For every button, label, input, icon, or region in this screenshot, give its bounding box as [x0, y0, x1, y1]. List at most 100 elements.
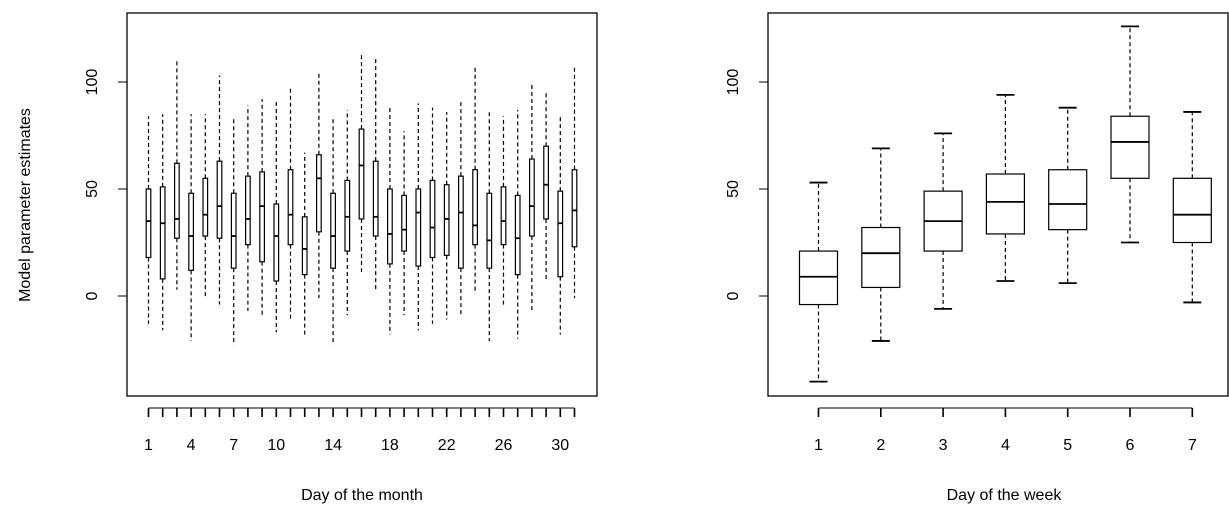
iqr-box [344, 179, 351, 252]
box-series [798, 25, 1212, 383]
iqr-box [188, 192, 195, 271]
iqr-box [571, 169, 578, 248]
y-tick-label: 0 [725, 291, 742, 300]
y-axis-label: Model parameter estimates [17, 108, 34, 302]
box-2 [159, 114, 166, 331]
y-axis: 0 50 100 [84, 69, 128, 300]
y-tick-label: 50 [84, 180, 101, 198]
iqr-box [174, 162, 180, 239]
iqr-box [273, 203, 280, 282]
x-tick-label: 4 [1001, 437, 1010, 454]
box-11 [287, 88, 294, 320]
box-7 [1172, 111, 1212, 304]
iqr-box [301, 216, 308, 276]
iqr-box [358, 128, 365, 220]
box-21 [429, 107, 436, 324]
x-tick-label: 6 [1126, 437, 1135, 454]
x-tick-label: 1 [144, 437, 153, 454]
iqr-box [443, 184, 450, 256]
box-31 [571, 64, 578, 299]
box-17 [372, 56, 379, 290]
box-10 [273, 99, 280, 333]
x-tick-label: 14 [324, 437, 342, 454]
box-30 [557, 116, 564, 335]
x-tick-label: 10 [267, 437, 285, 454]
box-15 [344, 109, 351, 316]
y-tick-label: 100 [84, 69, 101, 96]
box-13 [316, 71, 322, 299]
box-5 [1048, 106, 1088, 285]
iqr-box [202, 177, 209, 237]
panel-day-of-week: 0 50 100 1 2 3 4 5 6 7 Day of the week [725, 12, 1229, 504]
iqr-box [798, 250, 839, 306]
iqr-box [1110, 115, 1150, 179]
x-tick-label: 30 [551, 437, 569, 454]
box-16 [358, 54, 365, 275]
box-25 [486, 111, 493, 341]
x-tick-label: 2 [876, 437, 885, 454]
iqr-box [316, 154, 322, 233]
iqr-box [458, 175, 464, 269]
box-18 [387, 107, 393, 335]
iqr-box [245, 175, 251, 246]
box-14 [330, 116, 336, 346]
iqr-box [1048, 169, 1088, 231]
iqr-box [287, 169, 294, 246]
y-tick-label: 50 [725, 180, 742, 198]
x-tick-label: 7 [229, 437, 238, 454]
box-7 [230, 116, 237, 346]
box-4 [188, 114, 195, 341]
box-2 [861, 147, 901, 342]
box-26 [500, 116, 507, 307]
iqr-box [387, 188, 393, 265]
box-29 [543, 92, 549, 282]
iqr-box [543, 145, 549, 220]
box-22 [443, 111, 450, 320]
box-24 [472, 64, 478, 294]
iqr-box [401, 194, 407, 252]
box-1 [145, 116, 152, 324]
box-6 [1110, 25, 1150, 244]
iqr-box [429, 179, 436, 259]
box-9 [259, 99, 265, 318]
iqr-box [230, 192, 237, 269]
box-20 [415, 103, 422, 331]
box-12 [301, 152, 308, 337]
iqr-box [330, 192, 336, 269]
iqr-box [557, 190, 564, 278]
box-series [145, 54, 578, 346]
box-1 [798, 181, 839, 383]
x-tick-label: 5 [1063, 437, 1072, 454]
box-28 [528, 84, 535, 311]
y-tick-label: 100 [725, 69, 742, 96]
iqr-box [259, 171, 265, 263]
y-axis: 0 50 100 [725, 69, 769, 300]
x-tick-label: 26 [495, 437, 513, 454]
x-axis: 1 2 3 4 5 6 7 [814, 407, 1197, 454]
x-tick-label: 22 [438, 437, 456, 454]
iqr-box [472, 169, 478, 246]
x-axis: 1 4 7 10 14 18 22 26 30 [144, 407, 576, 454]
box-3 [923, 132, 963, 310]
x-tick-label: 7 [1188, 437, 1197, 454]
iqr-box [861, 226, 901, 289]
x-tick-label: 1 [814, 437, 823, 454]
box-4 [985, 93, 1026, 282]
x-axis-label: Day of the week [947, 487, 1063, 504]
box-19 [401, 131, 407, 316]
iqr-box [985, 173, 1026, 235]
iqr-box [216, 160, 223, 239]
iqr-box [514, 194, 521, 276]
x-tick-label: 18 [381, 437, 399, 454]
iqr-box [145, 188, 152, 259]
iqr-box [486, 192, 493, 269]
box-6 [216, 75, 223, 305]
x-tick-label: 3 [939, 437, 948, 454]
x-tick-label: 4 [187, 437, 196, 454]
x-axis-label: Day of the month [301, 487, 423, 504]
iqr-box [528, 158, 535, 237]
iqr-box [159, 186, 166, 280]
